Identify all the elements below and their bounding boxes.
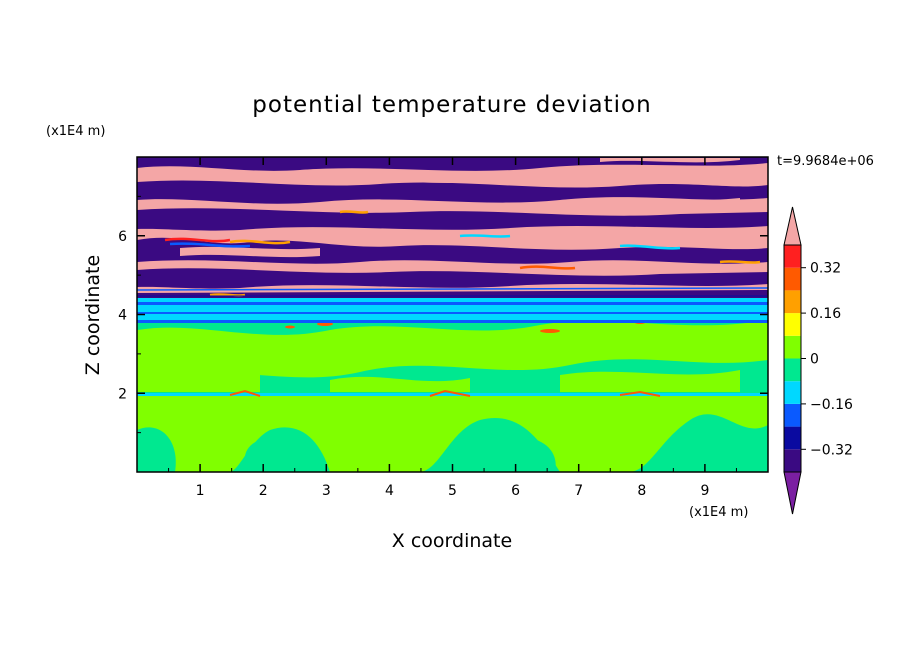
z2-band-perturbations (229, 389, 661, 397)
y-tick-label: 4 (118, 308, 127, 324)
colorbar-segment (784, 335, 801, 359)
colorbar-label: −0.32 (810, 442, 853, 458)
x-tick-label: 7 (574, 483, 583, 499)
colorbar-segment (784, 358, 801, 382)
time-label: t=9.9684e+06 (777, 154, 874, 169)
colorbar-segment (784, 313, 801, 336)
x-axis: 1 2 3 4 5 6 7 8 9 (168, 157, 737, 499)
colorbar-segment (784, 290, 801, 314)
colorbar-label: 0.16 (810, 306, 841, 322)
y-axis: 2 4 6 (118, 195, 768, 434)
x-axis-label: X coordinate (392, 530, 512, 552)
blue-stripe-3 (137, 320, 768, 323)
x-tick-label: 4 (385, 483, 394, 499)
contour-field (137, 157, 768, 472)
colorbar-segment (784, 449, 801, 472)
x-tick-label: 3 (322, 483, 331, 499)
x-tick-label: 2 (259, 483, 268, 499)
y-tick-label: 2 (118, 386, 127, 402)
x-tick-label: 8 (637, 483, 646, 499)
light-green-patches (137, 320, 768, 472)
colorbar-segment (784, 267, 801, 291)
colorbar-label: −0.16 (810, 397, 853, 413)
y-tick-label: 6 (118, 229, 127, 245)
colorbar-under-arrow (783, 471, 802, 515)
colorbar-over-arrow (783, 206, 802, 246)
colorbar-segment (784, 426, 801, 450)
blue-stripe-2 (137, 312, 768, 314)
colorbar-segment (784, 381, 801, 404)
z2-band (137, 393, 768, 396)
colorbar-segment (784, 403, 801, 427)
x-tick-label: 9 (700, 483, 709, 499)
x-unit-label: (x1E4 m) (689, 505, 748, 520)
y-unit-label: (x1E4 m) (46, 124, 105, 139)
blue-stripe-1 (137, 302, 768, 305)
colorbar-label: 0 (810, 352, 819, 368)
colorbar-label: 0.32 (810, 261, 841, 277)
filaments (137, 210, 768, 297)
y-axis-label: Z coordinate (82, 255, 104, 375)
x-tick-label: 6 (511, 483, 520, 499)
colorbar-segment (784, 245, 801, 268)
cyan-band (137, 297, 768, 323)
x-tick-label: 5 (448, 483, 457, 499)
x-tick-label: 1 (196, 483, 205, 499)
colorbar: 0.32 0.16 0 −0.16 −0.32 (783, 206, 853, 515)
chart-title: potential temperature deviation (252, 92, 651, 118)
